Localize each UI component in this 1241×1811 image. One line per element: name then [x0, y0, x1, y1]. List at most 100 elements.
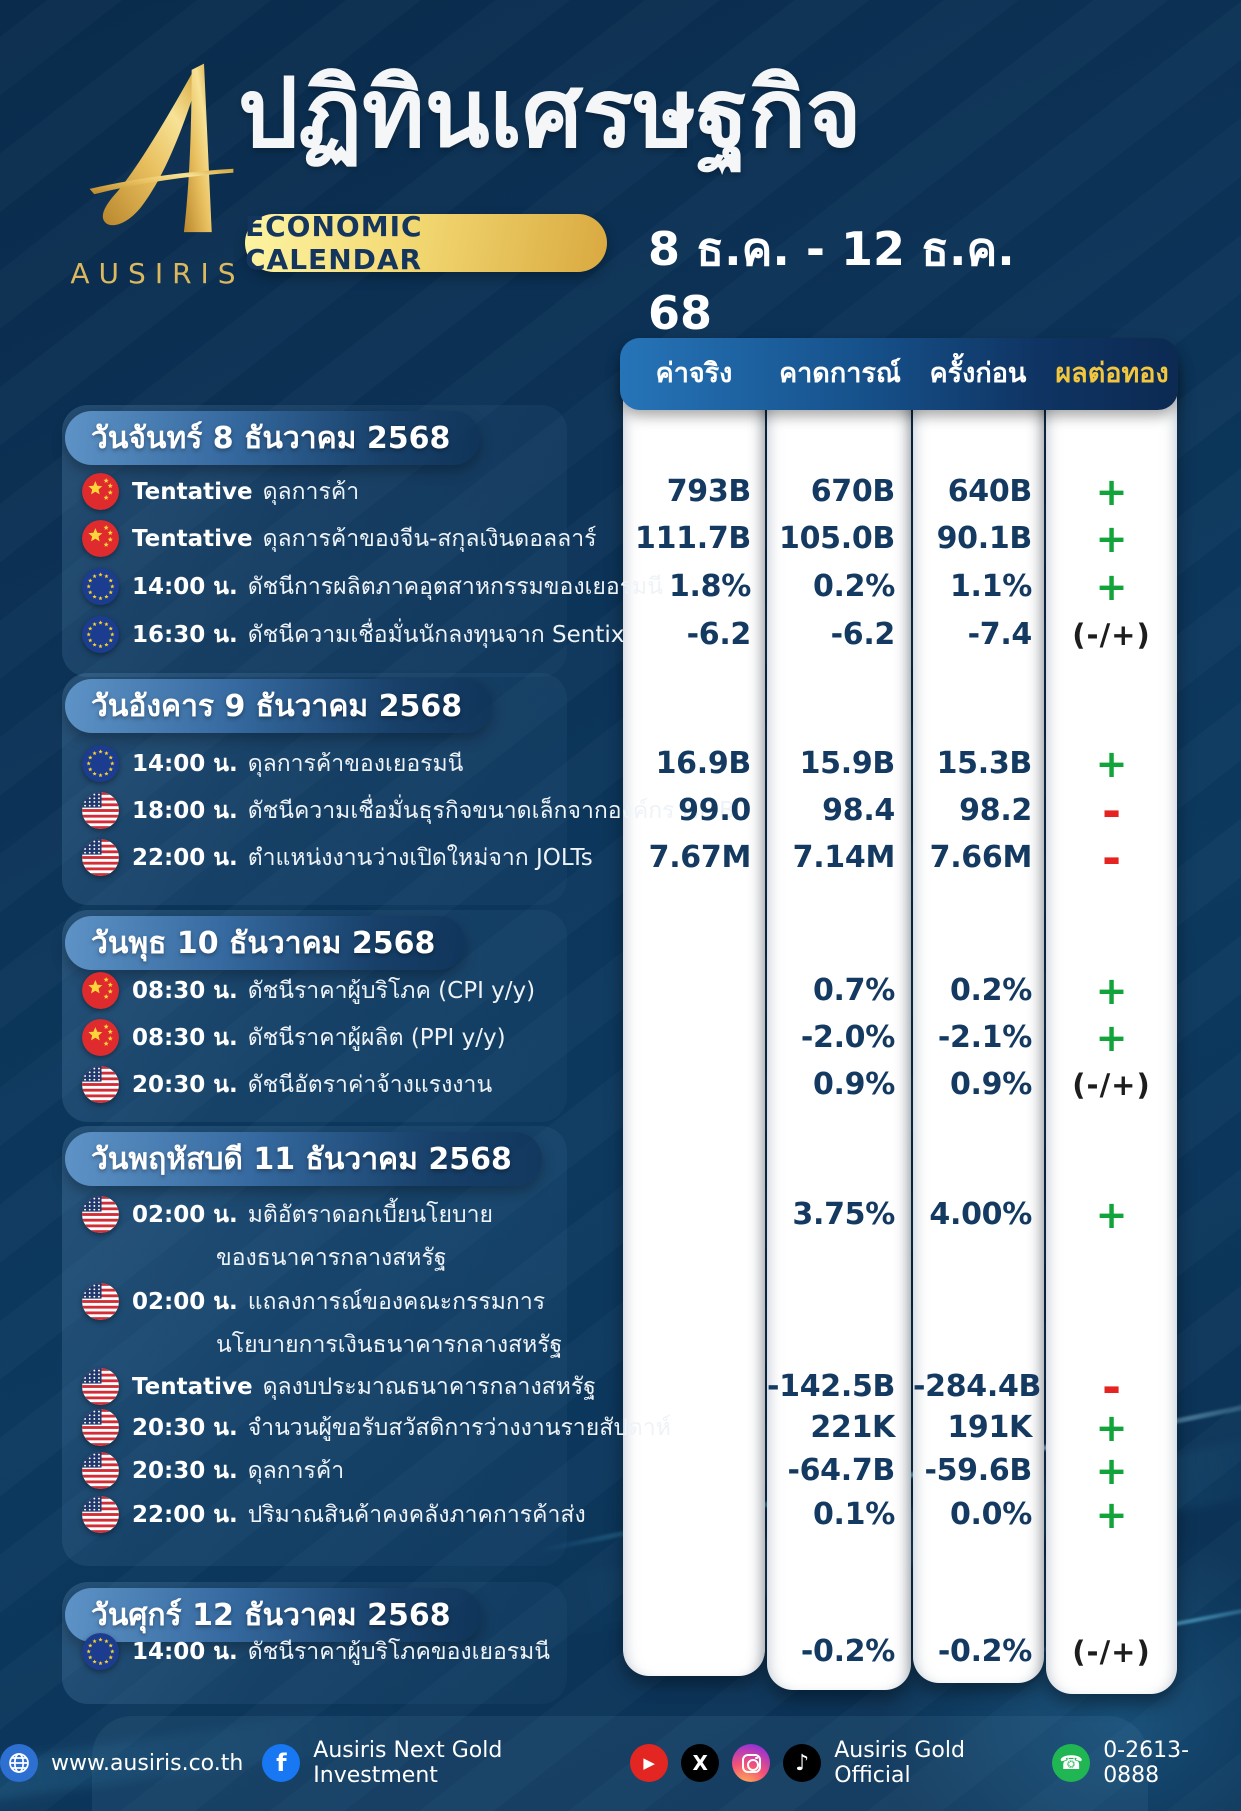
- event-row: 02:00 น. มติอัตราดอกเบี้ยนโยบาย ของธนาคารก…: [82, 1188, 493, 1278]
- column-header-forecast: คาดการณ์: [779, 358, 901, 389]
- eu-flag-icon: [82, 745, 119, 782]
- event-description: มติอัตราดอกเบี้ยนโยบาย: [247, 1202, 493, 1228]
- eu-flag-icon: [82, 1633, 119, 1670]
- event-time: 14:00 น.: [132, 574, 238, 600]
- gold-effect-value: -: [1101, 1360, 1122, 1414]
- event-description: ตำแหน่งงานว่างเปิดใหม่จาก JOLTs: [247, 845, 593, 871]
- china-flag-icon: [82, 520, 119, 557]
- event-text: 18:00 น. ดัชนีความเชื่อมั่นธุรกิจขนาดเล็ก…: [132, 784, 735, 838]
- gold-effect-value: +: [1095, 1016, 1128, 1060]
- previous-value: -284.4B: [913, 1369, 1042, 1404]
- previous-value: 7.66M: [929, 840, 1033, 875]
- event-row: Tentative ดุลการค้า: [82, 465, 359, 519]
- actual-value: 111.7B: [635, 521, 751, 556]
- forecast-value: 0.7%: [812, 973, 895, 1008]
- event-row: Tentative ดุลงบประมาณธนาคารกลางสหรัฐ: [82, 1360, 596, 1414]
- china-flag-icon: [82, 1019, 119, 1056]
- china-flag-icon: [82, 972, 119, 1009]
- facebook-icon[interactable]: f: [262, 1744, 301, 1782]
- day-header-pill: วันศุกร์ 12 ธันวาคม 2568: [65, 1588, 481, 1642]
- event-row: 16:30 น. ดัชนีความเชื่อมั่นนักลงทุนจาก Se…: [82, 608, 624, 662]
- usa-flag-icon: [82, 1496, 119, 1533]
- event-description: ดุลการค้าของจีน-สกุลเงินดอลลาร์: [262, 526, 597, 552]
- table-header-bar: ค่าจริง คาดการณ์ ครั้งก่อน ผลต่อทอง: [620, 338, 1178, 410]
- usa-flag-icon: [82, 1283, 119, 1320]
- event-row: 20:30 น. ดุลการค้า: [82, 1444, 344, 1498]
- social-label: Ausiris Gold Official: [834, 1738, 965, 1788]
- event-time: 02:00 น.: [132, 1289, 238, 1315]
- event-description: ดัชนีราคาผู้ผลิต (PPI y/y): [247, 1025, 506, 1051]
- event-description-line2: นโยบายการเงินธนาคารกลางสหรัฐ: [216, 1332, 563, 1358]
- forecast-value: 0.9%: [812, 1067, 895, 1102]
- facebook-label[interactable]: Ausiris Next Gold Investment: [313, 1738, 503, 1788]
- gold-effect-value: (-/+): [1072, 1635, 1151, 1669]
- gold-effect-value: +: [1095, 969, 1128, 1013]
- website-link[interactable]: www.ausiris.co.th: [51, 1750, 244, 1776]
- event-time: 20:30 น.: [132, 1415, 238, 1441]
- event-time: Tentative: [132, 479, 253, 505]
- previous-value: 191K: [947, 1410, 1032, 1445]
- event-row: 08:30 น. ดัชนีราคาผู้ผลิต (PPI y/y): [82, 1011, 506, 1065]
- event-time: 22:00 น.: [132, 1502, 238, 1528]
- day-header-pill: วันพุธ 10 ธันวาคม 2568: [65, 916, 466, 970]
- actual-value: 1.8%: [668, 569, 751, 604]
- event-description: แถลงการณ์ของคณะกรรมการ: [247, 1289, 546, 1315]
- gold-effect-value: (-/+): [1072, 1068, 1151, 1102]
- usa-flag-icon: [82, 839, 119, 876]
- event-time: 20:30 น.: [132, 1458, 238, 1484]
- event-time: Tentative: [132, 526, 253, 552]
- phone-number: 0-2613-0888: [1103, 1738, 1190, 1788]
- previous-value: 640B: [947, 474, 1033, 509]
- event-row: 14:00 น. ดัชนีการผลิตภาคอุตสาหกรรมของเยอร…: [82, 560, 663, 614]
- event-description: ดุลการค้า: [262, 479, 360, 505]
- forecast-value: -64.7B: [787, 1453, 895, 1488]
- forecast-value: -2.0%: [800, 1020, 895, 1055]
- gold-effect-value: -: [1101, 784, 1122, 838]
- phone-icon: ☎: [1052, 1744, 1091, 1782]
- usa-flag-icon: [82, 792, 119, 829]
- actual-value: 99.0: [678, 793, 751, 828]
- previous-value: 1.1%: [949, 569, 1032, 604]
- forecast-value: 221K: [810, 1410, 895, 1445]
- previous-value: -2.1%: [937, 1020, 1032, 1055]
- event-description: ดัชนีอัตราค่าจ้างแรงงาน: [247, 1072, 493, 1098]
- gold-effect-value: +: [1095, 1406, 1128, 1450]
- ausiris-logo: AUSIRIS: [58, 50, 248, 290]
- previous-value: -59.6B: [924, 1453, 1032, 1488]
- previous-value: 90.1B: [936, 521, 1033, 556]
- event-text: 16:30 น. ดัชนีความเชื่อมั่นนักลงทุนจาก Se…: [132, 608, 624, 662]
- economic-calendar-badge: ECONOMIC CALENDAR: [245, 210, 607, 276]
- actual-value: 793B: [666, 474, 752, 509]
- event-time: 02:00 น.: [132, 1202, 238, 1228]
- brand-name: AUSIRIS: [70, 257, 245, 290]
- previous-value: 0.9%: [949, 1067, 1032, 1102]
- previous-value: 0.2%: [949, 973, 1032, 1008]
- forecast-value: 98.4: [822, 793, 895, 828]
- event-text: 08:30 น. ดัชนีราคาผู้บริโภค (CPI y/y): [132, 964, 535, 1018]
- forecast-value: -6.2: [830, 617, 896, 652]
- day-header-pill: วันจันทร์ 8 ธันวาคม 2568: [65, 411, 481, 465]
- gold-effect-value: +: [1095, 565, 1128, 609]
- forecast-value: 7.14M: [792, 840, 896, 875]
- eu-flag-icon: [82, 568, 119, 605]
- event-time: 14:00 น.: [132, 1639, 238, 1665]
- event-row: 02:00 น. แถลงการณ์ของคณะกรรมการนโยบายการเ…: [82, 1275, 562, 1365]
- youtube-icon[interactable]: ▶: [630, 1744, 669, 1782]
- event-description: ปริมาณสินค้าคงคลังภาคการค้าส่ง: [247, 1502, 586, 1528]
- forecast-value: 0.2%: [812, 569, 895, 604]
- page-title: ปฏิทินเศรษฐกิจ: [238, 59, 862, 169]
- gold-effect-value: +: [1095, 1493, 1128, 1537]
- gold-effect-value: +: [1095, 1449, 1128, 1493]
- footer: www.ausiris.co.th f Ausiris Next Gold In…: [0, 1738, 1241, 1788]
- usa-flag-icon: [82, 1066, 119, 1103]
- event-time: Tentative: [132, 1374, 253, 1400]
- event-row: 14:00 น. ดุลการค้าของเยอรมนี: [82, 737, 463, 791]
- event-time: 16:30 น.: [132, 622, 238, 648]
- gold-effect-value: +: [1095, 1193, 1128, 1237]
- tiktok-icon[interactable]: ♪: [783, 1744, 822, 1782]
- usa-flag-icon: [82, 1409, 119, 1446]
- date-range: 8 ธ.ค. - 12 ธ.ค. 68: [648, 222, 1015, 340]
- x-icon[interactable]: X: [681, 1744, 720, 1782]
- instagram-icon[interactable]: [732, 1744, 771, 1782]
